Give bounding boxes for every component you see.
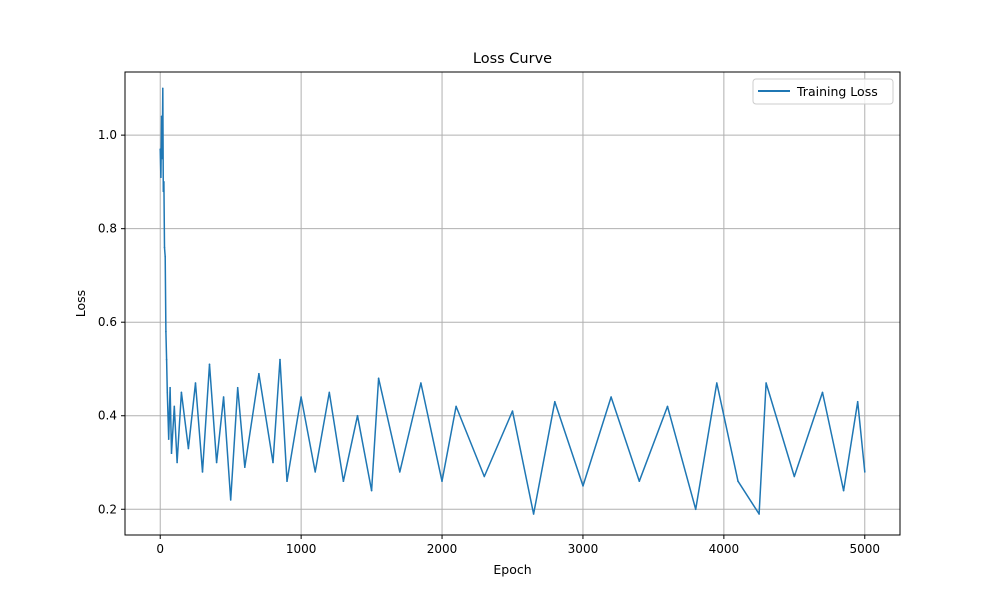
- data-point: [314, 471, 317, 473]
- data-point: [793, 475, 796, 478]
- data-point: [737, 480, 739, 483]
- x-tick-label: 5000: [849, 542, 880, 556]
- y-tick-label: 1.0: [98, 128, 117, 142]
- series-0: [159, 87, 866, 515]
- data-point: [483, 475, 486, 478]
- data-point: [765, 382, 767, 384]
- x-tick-label: 0: [156, 542, 164, 556]
- data-point: [229, 499, 232, 501]
- data-point: [279, 358, 281, 361]
- y-tick-label: 0.8: [98, 222, 117, 236]
- axis-ticks: 0 1000 2000 3000 4000 5000 0.2 0.4 0.6 0.8 1.0: [98, 128, 880, 556]
- data-point: [666, 405, 669, 408]
- y-axis-label: Loss: [73, 290, 88, 317]
- x-tick-label: 3000: [568, 542, 599, 556]
- data-point: [173, 405, 176, 408]
- data-point: [187, 447, 190, 450]
- x-tick-label: 2000: [427, 542, 458, 556]
- data-point: [194, 382, 197, 384]
- data-point: [554, 400, 556, 403]
- data-point: [441, 480, 443, 483]
- x-tick-label: 1000: [286, 542, 317, 556]
- data-point: [244, 466, 246, 469]
- data-point: [272, 461, 274, 464]
- y-tick-label: 0.4: [98, 409, 117, 423]
- data-point: [420, 382, 422, 384]
- data-point: [160, 176, 162, 178]
- data-point: [258, 372, 260, 375]
- data-point: [201, 471, 204, 473]
- data-point: [300, 396, 302, 398]
- data-point: [163, 246, 166, 249]
- legend-box: [752, 78, 894, 105]
- chart-title: Loss Curve: [473, 51, 552, 67]
- y-tick-label: 0.2: [98, 502, 117, 516]
- data-point: [821, 391, 824, 394]
- x-axis-label: Epoch: [493, 562, 531, 577]
- data-point: [856, 400, 859, 403]
- data-point: [222, 396, 225, 398]
- data-point: [758, 513, 760, 515]
- data-point: [370, 489, 373, 492]
- data-point: [328, 391, 331, 394]
- data-point: [342, 480, 345, 483]
- data-point: [455, 405, 457, 408]
- data-point: [532, 513, 535, 515]
- data-point: [236, 386, 239, 389]
- data-point: [165, 330, 167, 333]
- data-point: [716, 382, 718, 384]
- data-point: [162, 87, 164, 90]
- y-tick-label: 0.6: [98, 315, 117, 329]
- data-point: [399, 471, 401, 473]
- data-point: [161, 157, 163, 160]
- data-point: [377, 377, 380, 380]
- data-point: [842, 489, 845, 492]
- plot-frame: [124, 71, 901, 536]
- data-point: [286, 480, 288, 483]
- data-point: [164, 255, 166, 258]
- data-point: [176, 461, 178, 464]
- data-point: [163, 181, 165, 183]
- data-point: [638, 480, 641, 483]
- data-point: [215, 461, 218, 464]
- grid-lines: [125, 72, 900, 535]
- data-point: [864, 471, 866, 473]
- legend: Training Loss: [752, 78, 894, 105]
- data-point: [160, 115, 163, 118]
- data-point: [170, 452, 173, 455]
- x-tick-label: 4000: [709, 542, 740, 556]
- data-point: [208, 363, 211, 366]
- series-layer: [159, 87, 866, 515]
- data-point: [180, 391, 183, 394]
- plot-area-background: [125, 72, 900, 535]
- data-point: [159, 148, 161, 150]
- data-point: [610, 396, 612, 398]
- data-point: [165, 358, 168, 361]
- data-point: [694, 508, 697, 511]
- data-point: [166, 391, 169, 394]
- series-line: [159, 87, 866, 515]
- legend-label: Training Loss: [796, 84, 878, 99]
- data-point: [511, 410, 514, 412]
- data-point: [162, 190, 165, 193]
- data-point: [169, 386, 171, 389]
- data-point: [356, 414, 359, 417]
- data-point: [167, 438, 170, 440]
- data-point: [582, 485, 584, 487]
